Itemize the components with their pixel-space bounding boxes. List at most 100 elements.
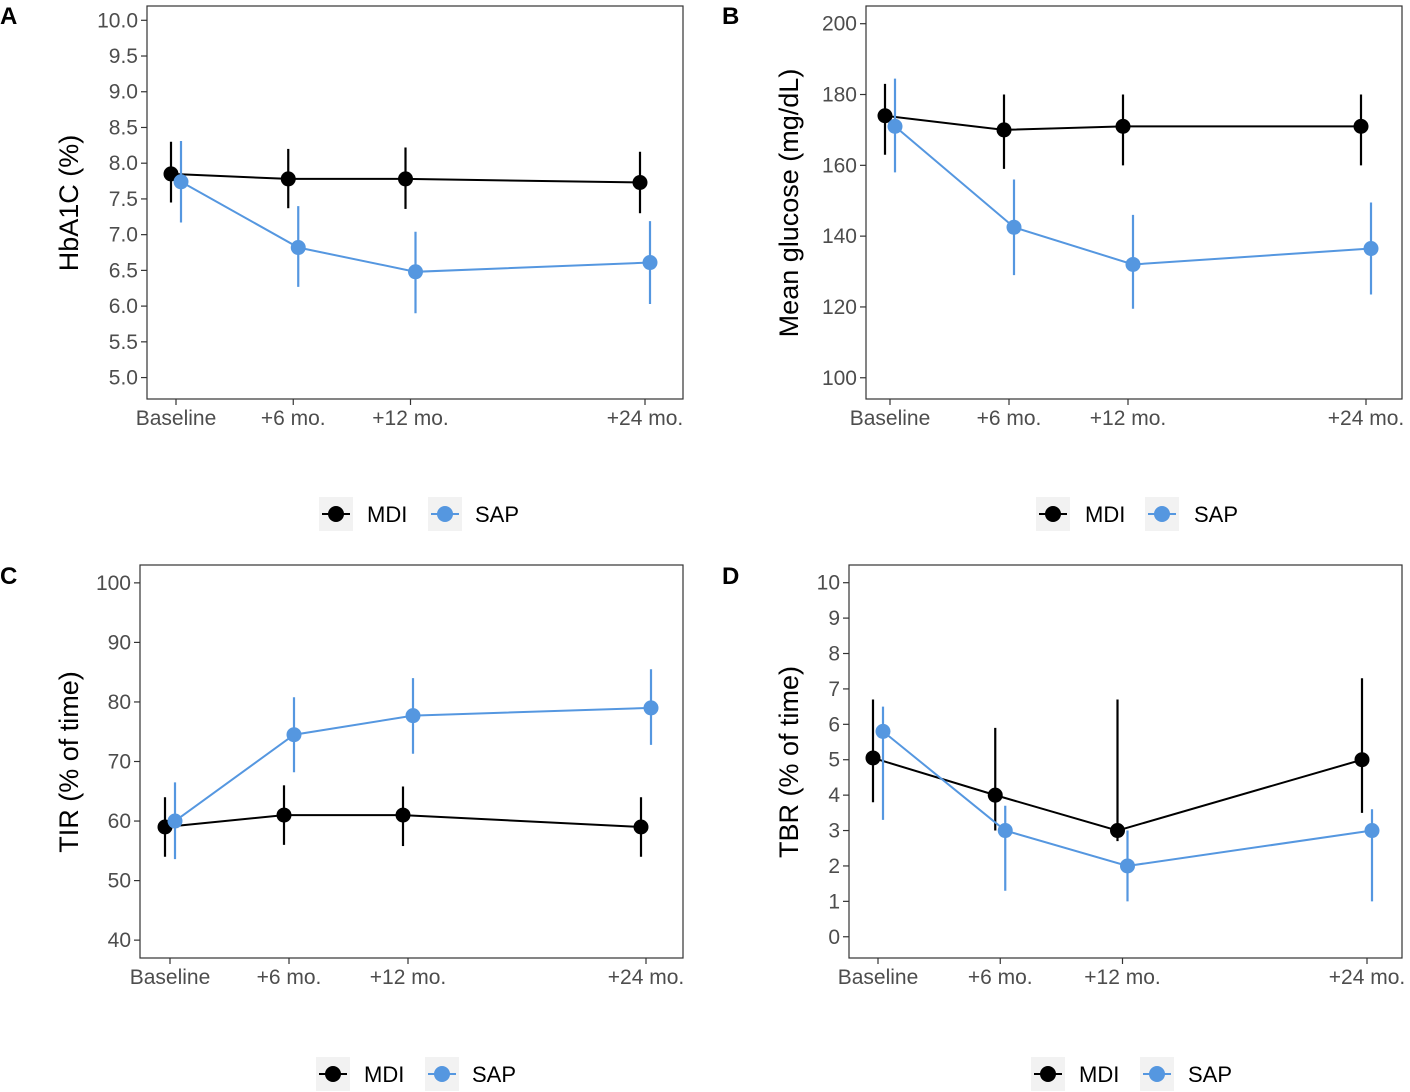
panel-d-series-mdi-point	[1110, 823, 1125, 838]
panel-a-series-sap-point	[643, 255, 658, 270]
panel-c-xtick-label: +24 mo.	[608, 966, 684, 989]
panel-c-series-mdi-point	[396, 808, 411, 823]
panel-a-xtick-label: +12 mo.	[372, 407, 448, 430]
panel-d-ytick-label: 0	[828, 926, 840, 949]
legend-b: MDI SAP	[1036, 497, 1238, 531]
legend-label-sap: SAP	[1188, 1062, 1232, 1087]
panel-a-xtick-label: +24 mo.	[607, 407, 683, 430]
panel-c-ytick-label: 50	[108, 870, 131, 893]
panel-d-ytick-label: 2	[828, 855, 840, 878]
panel-c: C TIR (% of time) 40 50 60 70 80 90 100 Baselin…	[0, 563, 684, 989]
panel-b-ytick-label: 100	[822, 367, 857, 390]
panel-a-ytick-label: 9.5	[109, 45, 138, 68]
panel-b-ylabel: Mean glucose (mg/dL)	[774, 69, 804, 338]
legend-label-mdi: MDI	[1079, 1062, 1119, 1087]
panel-c-ytick-label: 60	[108, 810, 131, 833]
legend-label-sap: SAP	[472, 1062, 516, 1087]
panel-a-ytick-label: 7.0	[109, 224, 138, 247]
panel-a-ytick-label: 8.0	[109, 152, 138, 175]
panel-d-ytick-label: 5	[828, 749, 840, 772]
legend-key-mdi-point	[328, 506, 344, 522]
panel-a-ytick-label: 7.5	[109, 188, 138, 211]
legend-label-sap: SAP	[1194, 502, 1238, 527]
legend-label-mdi: MDI	[367, 502, 407, 527]
panel-c-ytick-label: 100	[96, 572, 131, 595]
panel-b: B Mean glucose (mg/dL) 100 120 140 160 180 20…	[722, 3, 1404, 430]
panel-d-ytick-label: 3	[828, 820, 840, 843]
panel-d-ytick-label: 6	[828, 713, 840, 736]
panel-letter-c: C	[0, 563, 17, 590]
legend-label-mdi: MDI	[364, 1062, 404, 1087]
legend-key-mdi-point	[1040, 1066, 1056, 1082]
legend-a: MDI SAP	[319, 497, 519, 531]
panel-a-ytick-label: 8.5	[109, 116, 138, 139]
panel-d-xtick-label: +12 mo.	[1084, 966, 1160, 989]
legend-key-sap-point	[437, 506, 453, 522]
panel-b-frame	[866, 6, 1402, 399]
panel-letter-d: D	[722, 563, 739, 590]
panel-d-series-sap-point	[1365, 823, 1380, 838]
panel-b-ytick-label: 140	[822, 225, 857, 248]
panel-a-series-sap-point	[291, 240, 306, 255]
panel-b-ytick-label: 160	[822, 154, 857, 177]
panel-d-ytick-label: 9	[828, 607, 840, 630]
panel-c-ytick-label: 90	[108, 631, 131, 654]
legend-key-mdi-point	[1045, 506, 1061, 522]
panel-b-series-mdi-point	[1116, 119, 1131, 134]
panel-b-xtick-label: +6 mo.	[977, 407, 1042, 430]
panel-a-series-mdi-point	[281, 171, 296, 186]
panel-d-series-mdi-point	[866, 750, 881, 765]
panel-a-series-sap-point	[408, 264, 423, 279]
panel-letter-a: A	[0, 3, 17, 30]
panel-d: D TBR (% of time) 0 1 2 3 4 5 6 7 8 9 10 Baseline +6…	[722, 563, 1405, 989]
panel-c-frame	[140, 565, 683, 958]
panel-d-series-sap-point	[998, 823, 1013, 838]
panel-a-ytick-label: 5.0	[109, 367, 138, 390]
panel-b-xtick-label: +12 mo.	[1090, 407, 1166, 430]
panel-b-series-sap-point	[1007, 220, 1022, 235]
panel-a-ytick-label: 6.0	[109, 295, 138, 318]
panel-d-frame	[849, 565, 1402, 958]
panel-a-frame	[147, 6, 683, 399]
panel-b-series-sap-point	[1364, 241, 1379, 256]
panel-a-ytick-label: 10.0	[97, 9, 138, 32]
panel-d-ylabel: TBR (% of time)	[774, 666, 804, 858]
panel-d-series-mdi-point	[1355, 752, 1370, 767]
panel-a-series-sap-point	[174, 174, 189, 189]
panel-c-xtick-label: Baseline	[130, 966, 211, 989]
panel-b-series-sap-point	[1126, 257, 1141, 272]
panel-b-series-sap-point	[888, 119, 903, 134]
panel-c-series-sap-point	[168, 814, 183, 829]
panel-a-xtick-label: +6 mo.	[261, 407, 326, 430]
panel-a-ylabel: HbA1C (%)	[54, 135, 84, 272]
legend-d: MDI SAP	[1031, 1057, 1232, 1091]
panel-c-xtick-label: +6 mo.	[257, 966, 322, 989]
panel-c-ytick-label: 80	[108, 691, 131, 714]
legend-key-sap-point	[434, 1066, 450, 1082]
panel-d-xtick-label: +6 mo.	[968, 966, 1033, 989]
figure: A HbA1C (%) 5.05.56.06.57.07.58.08.59.09…	[0, 0, 1410, 1092]
panel-d-ytick-label: 7	[828, 678, 840, 701]
panel-c-series-sap-point	[287, 727, 302, 742]
panel-c-series-sap-point	[644, 700, 659, 715]
panel-d-ytick-label: 10	[817, 572, 840, 595]
panel-a-ytick-label: 5.5	[109, 331, 138, 354]
panel-b-ytick-label: 120	[822, 296, 857, 319]
panel-c-series-mdi-point	[634, 820, 649, 835]
panel-a-series-mdi-point	[398, 171, 413, 186]
panel-b-ytick-label: 180	[822, 84, 857, 107]
panel-d-series-mdi-point	[988, 788, 1003, 803]
legend-c: MDI SAP	[316, 1057, 516, 1091]
panel-a-ytick-label: 6.5	[109, 259, 138, 282]
panel-c-ytick-label: 70	[108, 751, 131, 774]
panel-letter-b: B	[722, 3, 739, 30]
panel-b-xtick-label: +24 mo.	[1328, 407, 1404, 430]
panel-d-xtick-label: +24 mo.	[1329, 966, 1405, 989]
legend-key-sap-point	[1149, 1066, 1165, 1082]
panel-a-series-mdi-point	[633, 175, 648, 190]
panel-c-series-sap-point	[406, 708, 421, 723]
panel-d-ytick-label: 8	[828, 643, 840, 666]
panel-c-ylabel: TIR (% of time)	[54, 671, 84, 853]
panel-b-ytick-label: 200	[822, 13, 857, 36]
panel-a-xtick-label: Baseline	[136, 407, 217, 430]
